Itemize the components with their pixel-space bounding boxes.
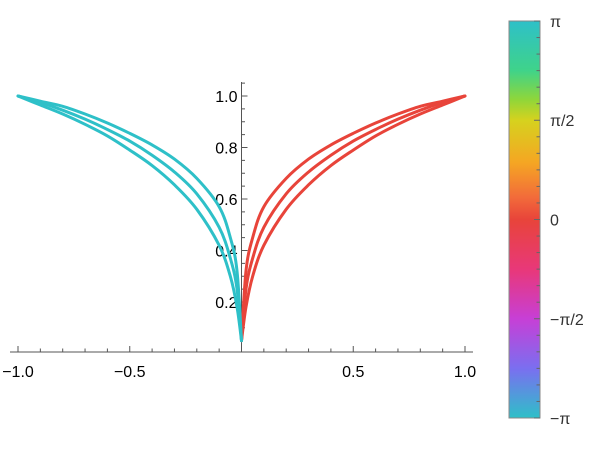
colorbar-tick-label: π [550, 14, 561, 31]
series-line-4 [16, 94, 243, 343]
series-line-6 [16, 94, 243, 343]
y-tick-label: 0.2 [215, 295, 237, 312]
y-tick-label: 0.8 [215, 141, 237, 158]
y-tick-label: 0.6 [215, 192, 237, 209]
series-line-2 [240, 94, 467, 343]
y-tick-label: 1.0 [215, 89, 237, 106]
plot-area: −1.0 −0.5 0.5 1.00.20.40.60.81.0 [2, 82, 476, 381]
x-tick-label: 1.0 [454, 364, 476, 381]
colorbar-tick-label: 0 [550, 213, 559, 230]
x-tick-label: −0.5 [114, 364, 146, 381]
colorbar: π π/2 0 −π/2 −π [508, 14, 584, 428]
series-line-5 [16, 94, 243, 343]
series-line-1 [240, 94, 467, 343]
colorbar-tick-label: −π [550, 411, 570, 428]
series-line-3 [240, 94, 467, 343]
colorbar-tick-label: π/2 [550, 113, 574, 130]
x-tick-label: 0.5 [342, 364, 364, 381]
x-tick-label: −1.0 [2, 364, 34, 381]
colorbar-tick-label: −π/2 [550, 312, 584, 329]
